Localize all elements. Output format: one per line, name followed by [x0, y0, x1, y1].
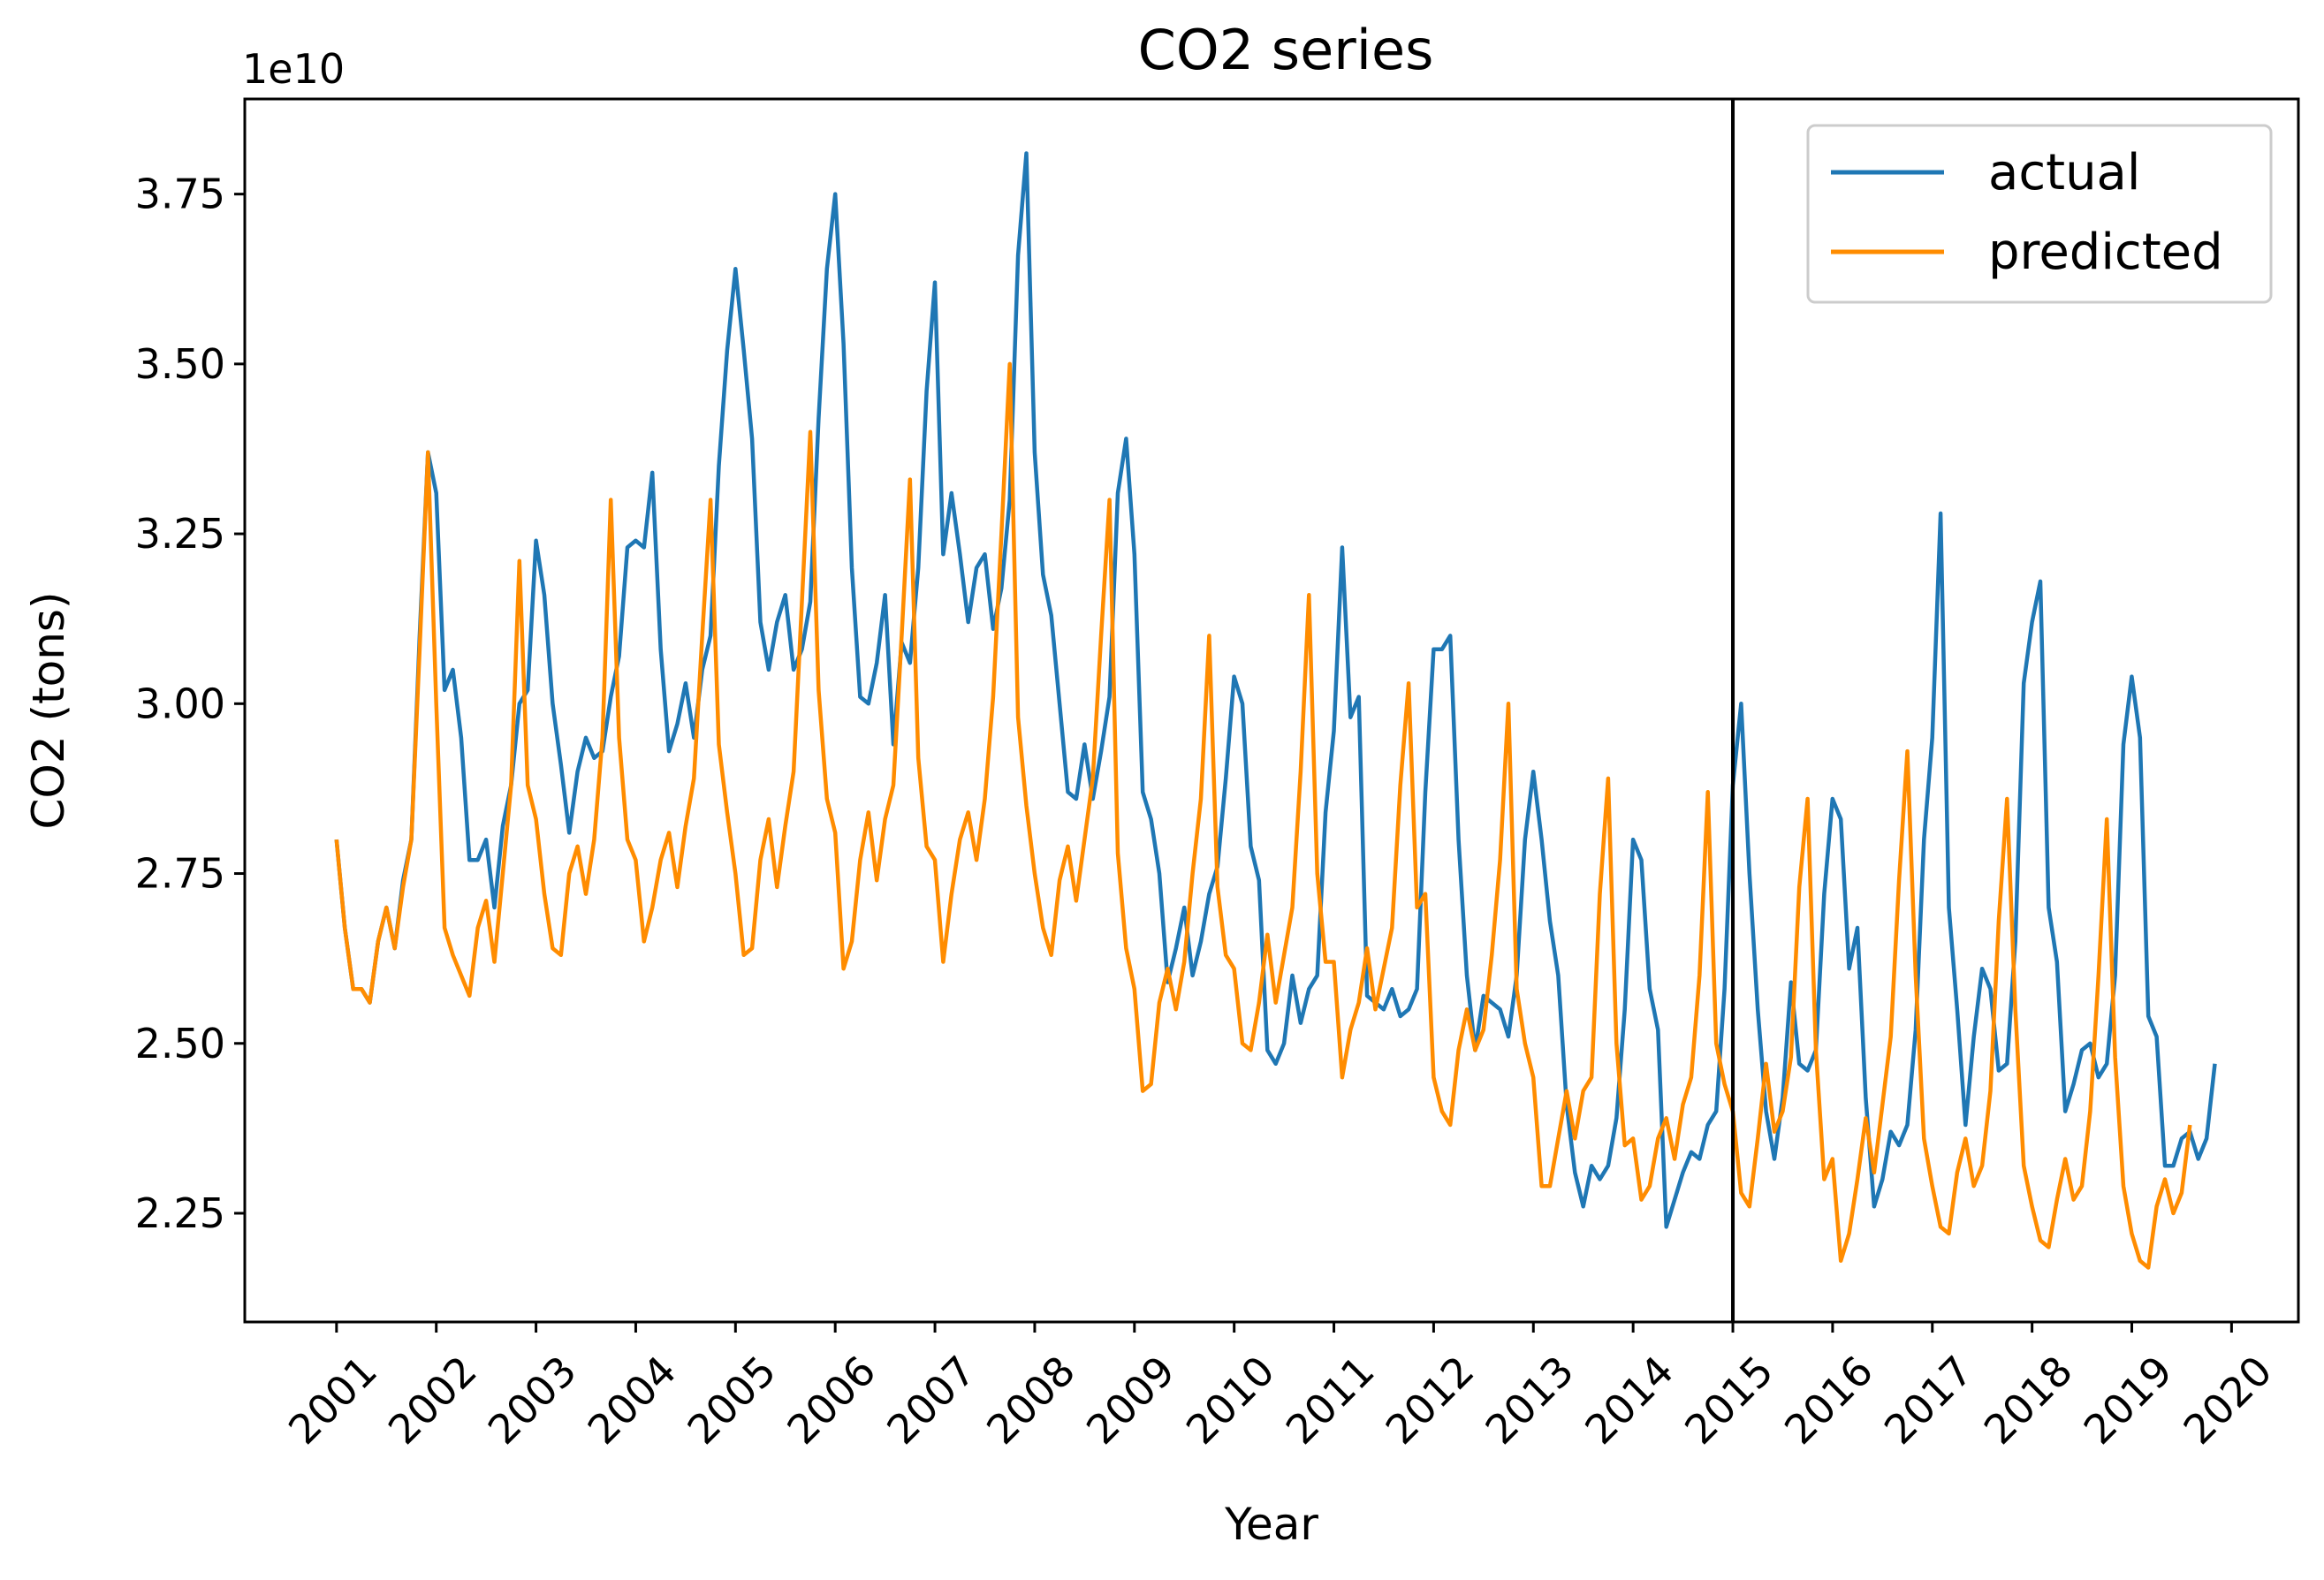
legend: actual predicted	[1806, 124, 2273, 304]
legend-box	[1806, 124, 2273, 304]
x-axis-label: Year	[1224, 1499, 1318, 1550]
y-tick-label: 2.50	[135, 1020, 225, 1067]
plot-content	[334, 99, 2217, 1322]
y-tick-label: 2.75	[135, 850, 225, 898]
y-tick-label: 3.00	[135, 680, 225, 727]
y-axis: 2.25 2.50 2.75 3.00 3.25 3.50 3.75	[135, 171, 245, 1237]
y-tick-label: 2.25	[135, 1189, 225, 1237]
y-offset-text: 1e10	[242, 45, 345, 93]
legend-label-predicted: predicted	[1988, 224, 2223, 281]
legend-label-actual: actual	[1988, 144, 2140, 201]
y-tick-label: 3.75	[135, 171, 225, 218]
chart-title: CO2 series	[1138, 18, 1434, 82]
y-axis-label: CO2 (tons)	[23, 592, 74, 830]
y-tick-label: 3.25	[135, 510, 225, 558]
y-tick-label: 3.50	[135, 340, 225, 388]
series-line-actual	[334, 151, 2217, 1229]
series-line-predicted	[334, 361, 2192, 1270]
plot-frame	[243, 97, 2300, 1324]
